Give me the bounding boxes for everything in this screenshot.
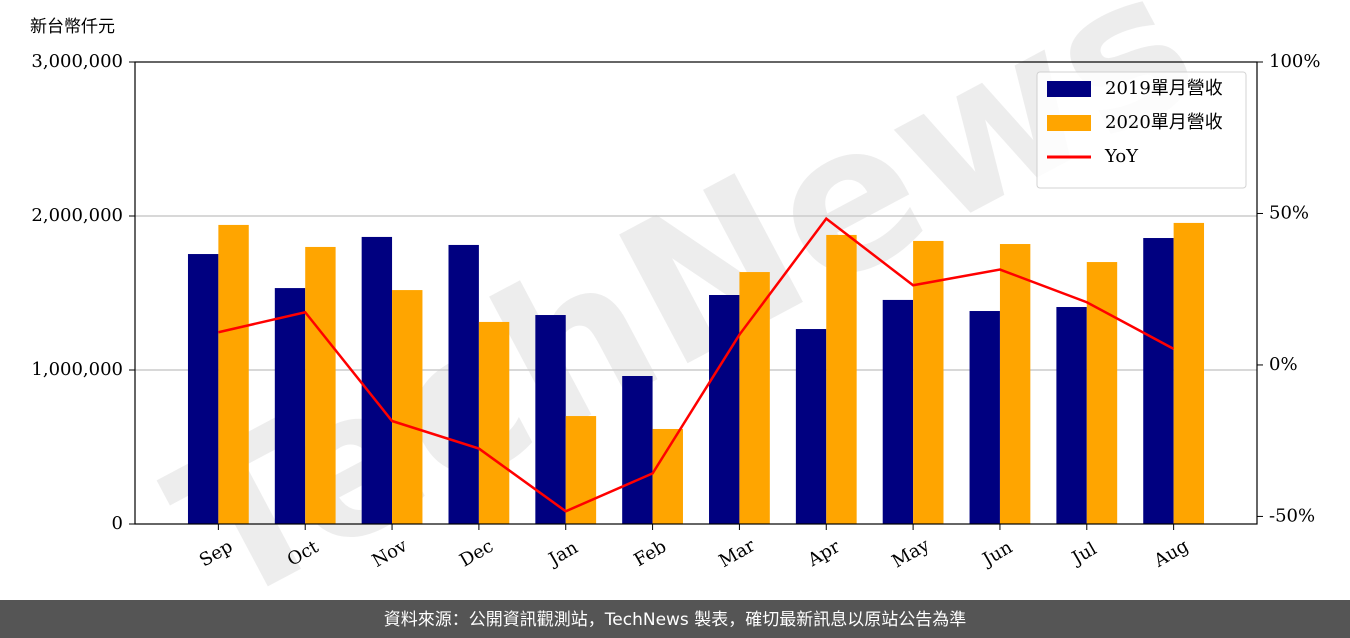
bar — [913, 240, 944, 524]
x-tick-label: Dec — [456, 536, 497, 572]
bar — [826, 234, 857, 524]
legend-label: YoY — [1104, 146, 1139, 167]
bar — [709, 295, 740, 524]
bar — [274, 288, 306, 524]
legend-box — [1036, 71, 1247, 189]
y2-tick-label: 100% — [1269, 51, 1320, 72]
bar — [1173, 222, 1205, 524]
bar — [795, 329, 827, 524]
bar — [478, 321, 510, 524]
x-tick-label: Mar — [716, 535, 760, 572]
legend-label: 2020單月營收 — [1105, 112, 1223, 133]
y-tick-label: 3,000,000 — [31, 51, 123, 72]
bar — [999, 244, 1031, 524]
x-tick-label: Aug — [1150, 535, 1193, 572]
line — [218, 216, 1175, 513]
bar — [969, 311, 1000, 524]
bar — [652, 428, 683, 524]
y-tick-label: 0 — [112, 513, 123, 534]
bar — [305, 246, 336, 525]
bar — [1086, 262, 1118, 524]
legend-swatch — [1047, 115, 1091, 131]
bar — [187, 254, 219, 524]
bar — [882, 299, 914, 524]
legend-swatch — [1047, 81, 1091, 97]
bar — [448, 244, 479, 524]
footer-band — [0, 600, 1350, 638]
y-tick-label: 1,000,000 — [31, 359, 123, 380]
legend-label: 2019單月營收 — [1105, 78, 1223, 99]
bar — [392, 290, 423, 524]
y2-tick-label: 50% — [1269, 202, 1309, 223]
y2-tick-label: 0% — [1269, 354, 1298, 375]
bar — [218, 224, 249, 524]
bar — [565, 416, 597, 524]
x-tick-label: May — [889, 534, 934, 572]
y-axis-label: 新台幣仟元 — [30, 17, 115, 37]
bar — [739, 272, 770, 524]
plot-frame — [134, 61, 1258, 525]
y-tick-label: 2,000,000 — [31, 205, 123, 226]
y2-tick-label: -50% — [1269, 505, 1315, 526]
bar — [361, 236, 393, 524]
bar — [535, 315, 566, 524]
x-tick-label: Apr — [804, 536, 844, 571]
bar — [1056, 307, 1087, 524]
bar — [622, 376, 653, 524]
x-tick-label: Feb — [630, 536, 670, 571]
x-tick-label: Jun — [978, 537, 1017, 572]
x-tick-label: Jul — [1067, 538, 1101, 570]
x-tick-label: Jan — [544, 537, 582, 571]
bar — [1143, 238, 1174, 524]
footer: 資料來源：公開資訊觀測站，TechNews 製表，確切最新訊息以原站公告為準 — [384, 610, 966, 630]
